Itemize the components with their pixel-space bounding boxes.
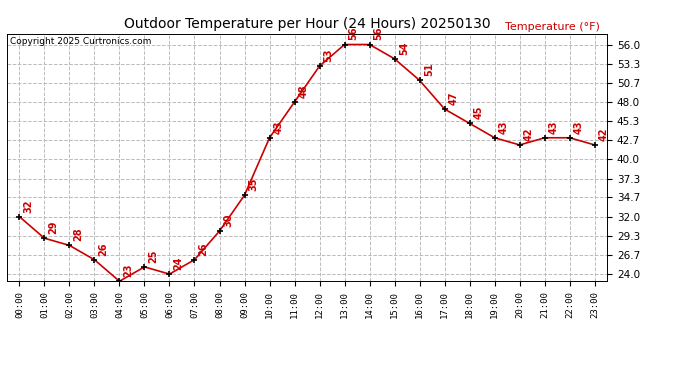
Text: 45: 45 bbox=[474, 106, 484, 119]
Text: 56: 56 bbox=[374, 27, 384, 40]
Text: 28: 28 bbox=[74, 228, 83, 241]
Text: 43: 43 bbox=[274, 120, 284, 134]
Text: 24: 24 bbox=[174, 256, 184, 270]
Text: 23: 23 bbox=[124, 264, 134, 277]
Text: 35: 35 bbox=[248, 177, 259, 191]
Text: 43: 43 bbox=[549, 120, 559, 134]
Text: 48: 48 bbox=[299, 84, 308, 98]
Text: Temperature (°F): Temperature (°F) bbox=[505, 22, 600, 32]
Text: 42: 42 bbox=[599, 127, 609, 141]
Text: 30: 30 bbox=[224, 213, 234, 227]
Text: 26: 26 bbox=[199, 242, 208, 255]
Text: 51: 51 bbox=[424, 63, 434, 76]
Text: 29: 29 bbox=[48, 220, 59, 234]
Text: 32: 32 bbox=[23, 199, 34, 213]
Text: 47: 47 bbox=[448, 92, 459, 105]
Text: 56: 56 bbox=[348, 27, 359, 40]
Text: 54: 54 bbox=[399, 41, 408, 55]
Text: 26: 26 bbox=[99, 242, 108, 255]
Text: 43: 43 bbox=[574, 120, 584, 134]
Text: Copyright 2025 Curtronics.com: Copyright 2025 Curtronics.com bbox=[10, 38, 152, 46]
Text: 42: 42 bbox=[524, 127, 534, 141]
Title: Outdoor Temperature per Hour (24 Hours) 20250130: Outdoor Temperature per Hour (24 Hours) … bbox=[124, 17, 491, 31]
Text: 43: 43 bbox=[499, 120, 509, 134]
Text: 53: 53 bbox=[324, 48, 334, 62]
Text: 25: 25 bbox=[148, 249, 159, 263]
